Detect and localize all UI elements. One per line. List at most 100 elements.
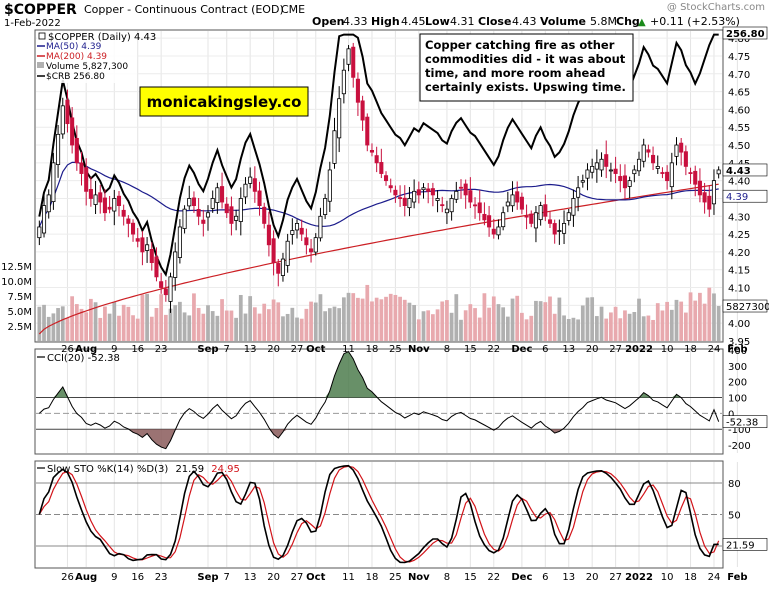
candle-body [519,196,524,210]
date-tick-label: 9 [111,572,117,583]
volume-bars [37,284,721,341]
price-tick-label: 4.50 [728,141,750,152]
candle-body [407,198,412,209]
candle-body [463,183,468,196]
candle-body [622,175,627,189]
candle-body [196,209,201,217]
volume-bar [412,305,417,341]
volume-bar [121,304,126,341]
candle-body [140,237,145,253]
low-label: Low [425,15,450,28]
price-tick-label: 4.15 [728,266,750,277]
volume-bar [74,304,79,341]
volume-bar [491,296,496,341]
volume-bar [398,296,402,341]
volume-bar [520,312,524,341]
volume-bar [323,311,327,341]
candle-body [594,162,599,170]
sto-legend-text: Slow STO %K(14) %D(3) 21.59 24.95 [47,464,240,475]
open-label: Open [312,15,345,28]
date-tick-label: 6 [542,344,548,355]
legend-crb: $CRB 256.80 [46,72,105,82]
candle-body [515,191,520,203]
candle-body [552,223,557,235]
volume-bar [135,318,140,341]
candle-body [112,198,117,212]
volume-bar [89,298,93,341]
candle-body [510,194,515,207]
candle-body [646,149,651,153]
sto-d-line [38,465,720,563]
annotation-line: Copper catching fire as other [425,38,615,52]
cci-tick-label: -200 [728,441,751,452]
candle-body [496,226,501,236]
date-tick-label: 20 [586,572,599,583]
volume-bar [590,297,595,341]
annotation-line: commodities did - it was about [425,52,626,66]
cci-line [38,350,720,450]
crb-price-tag-bg [722,26,768,40]
volume-bar [562,315,566,341]
volume-bar [107,313,112,341]
price-tick-label: 4.00 [728,319,750,330]
volume-tag: 5827300 [726,302,769,313]
candle-body [707,195,712,210]
volume-bar [641,316,646,341]
chg-arrow-icon: ▲ [638,17,646,28]
volume-label: Volume [540,15,586,28]
candle-body [280,258,285,276]
candle-body [294,223,300,231]
chg-label: Chg [616,15,640,28]
volume-bar [688,292,693,341]
candle-body [369,150,375,153]
volume-bar [402,299,407,341]
volume-bar [538,301,543,341]
cci-indicator [36,350,722,450]
volume-bar [707,287,712,341]
close-label: Close [478,15,511,28]
volume-bar [712,293,716,341]
volume-bar [505,316,510,341]
candle-body [632,169,637,175]
candle-body [702,192,707,203]
candle-body [679,142,684,153]
axis-labels: 3.954.004.054.104.154.204.254.304.354.40… [1,26,769,553]
volume-bar [496,304,501,341]
volume-bar [702,303,707,341]
annotation-border [419,33,634,102]
date-tick-label: 10 [661,344,674,355]
date-tick-label: 22 [487,344,500,355]
legend-main: $COPPER (Daily) 4.43 [48,32,156,43]
candle-body [360,100,365,121]
volume-bar [585,297,590,341]
volume-bar [510,298,515,341]
volume-bar [449,312,454,341]
sto-legend: Slow STO %K(14) %D(3) 21.59 24.95 [37,464,240,475]
date-tick-label: 10 [661,572,674,583]
candle-body [346,48,351,65]
volume-bar [131,315,135,341]
date-tick-label: Feb [727,572,747,583]
volume-tick-label: 12.5M [1,262,32,273]
candle-body [505,201,510,207]
candle-body [351,46,356,78]
volume-bar [149,316,154,341]
contract-description: Copper - Continuous Contract (EOD) [84,3,284,16]
volume-bar [163,314,168,341]
volume-bar [557,297,562,341]
candle-body [665,171,670,182]
date-tick-label: 15 [464,572,477,583]
volume-bar [318,294,323,341]
date-tick-label: Nov [408,344,430,355]
volume-bar [669,309,674,341]
volume-bar [566,318,571,341]
date-tick-label: 27 [291,572,304,583]
candle-body [224,203,229,214]
date-tick-label: Aug [75,344,97,355]
cci-tick-label: 100 [728,394,747,405]
candle-body [121,209,126,217]
candle-body [416,189,421,196]
cci-legend-text: CCI(20) -52.38 [47,353,120,364]
price-tick-label: 4.25 [728,230,750,241]
candle-body [557,230,562,232]
